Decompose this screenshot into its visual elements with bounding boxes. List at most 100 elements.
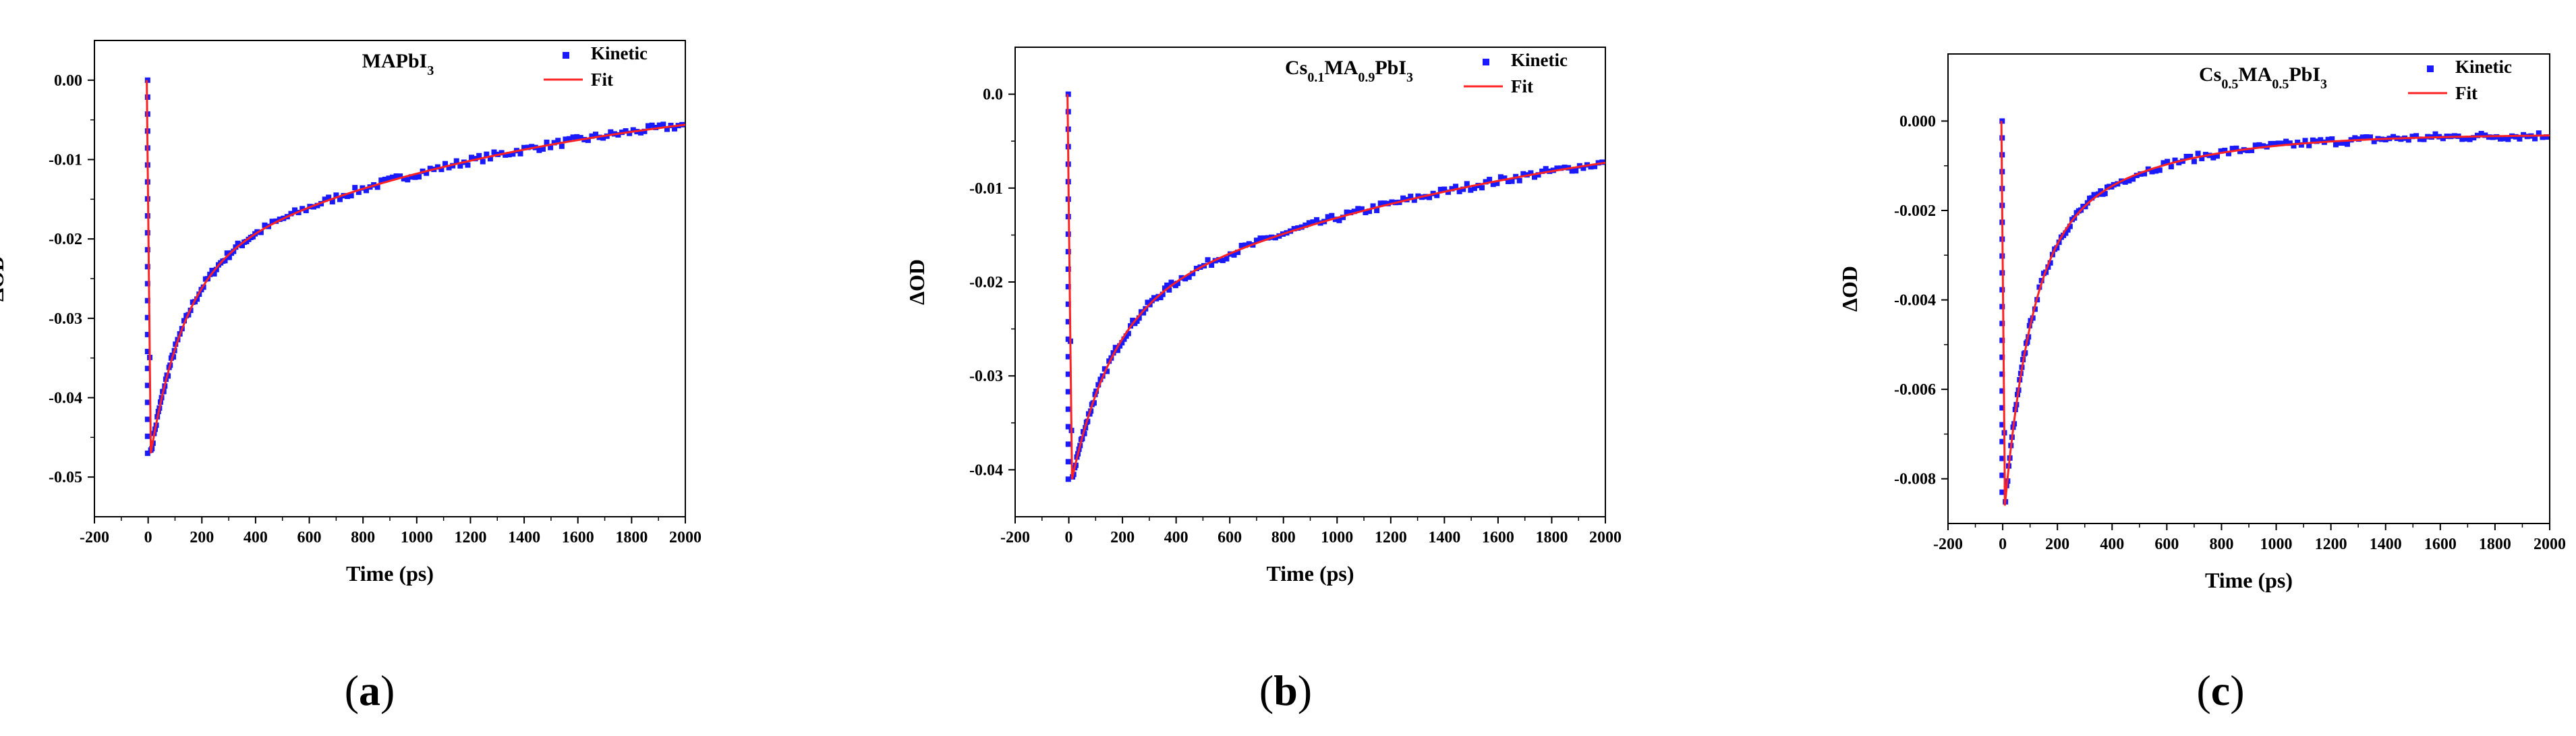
kinetic-point <box>2405 137 2411 143</box>
kinetic-point <box>615 132 621 138</box>
kinetic-point <box>503 152 509 158</box>
legend-fit-label: Fit <box>2455 83 2478 103</box>
y-axis-label: ΔOD <box>1837 266 1862 312</box>
kinetic-point <box>1065 371 1071 377</box>
y-tick-label: -0.04 <box>969 461 1003 479</box>
kinetic-point <box>2229 146 2235 152</box>
kinetic-point <box>2337 140 2343 146</box>
kinetic-point <box>491 149 497 155</box>
x-tick-label: 200 <box>1110 529 1135 546</box>
kinetic-point <box>600 135 606 141</box>
y-tick-label: -0.02 <box>49 231 82 248</box>
kinetic-point <box>355 189 362 195</box>
kinetic-point <box>577 135 583 141</box>
kinetic-point <box>258 229 264 235</box>
kinetic-point <box>1449 186 1455 192</box>
kinetic-point <box>181 318 187 324</box>
kinetic-point <box>1415 193 1421 199</box>
kinetic-point <box>1112 345 1118 351</box>
kinetic-point <box>1355 206 1361 212</box>
kinetic-point <box>1483 179 1489 185</box>
caption-letter: b <box>1273 667 1298 714</box>
kinetic-point <box>1999 388 2005 394</box>
title-text: Cs <box>2199 63 2221 86</box>
kinetic-point <box>1400 195 1406 201</box>
kinetic-point <box>211 271 217 277</box>
kinetic-point <box>1257 235 1263 242</box>
kinetic-point <box>2187 153 2194 159</box>
kinetic-point <box>2540 134 2546 140</box>
kinetic-point <box>213 266 219 273</box>
legend-fit-label: Fit <box>1511 76 1533 96</box>
kinetic-point <box>2067 223 2073 229</box>
kinetic-point <box>412 174 418 180</box>
kinetic-point <box>442 161 449 167</box>
kinetic-point <box>424 170 430 176</box>
x-tick-label: 1200 <box>1375 529 1407 546</box>
kinetic-point <box>2134 173 2140 179</box>
kinetic-point <box>1557 165 1564 171</box>
kinetic-point <box>2202 152 2208 158</box>
kinetic-point <box>1411 197 1417 203</box>
caption-close-paren: ) <box>1298 667 1312 714</box>
kinetic-point <box>1408 194 1414 200</box>
kinetic-point <box>2478 131 2484 137</box>
panel-caption: (a) <box>345 667 395 714</box>
kinetic-point <box>649 122 655 128</box>
title-text: MAPbI <box>362 50 428 72</box>
y-tick-label: -0.01 <box>49 152 82 169</box>
title-subscript: 0.9 <box>1358 70 1375 85</box>
kinetic-point <box>2505 136 2511 142</box>
kinetic-point <box>1437 186 1443 192</box>
kinetic-point <box>2344 141 2350 147</box>
caption-open-paren: ( <box>1259 667 1273 714</box>
kinetic-point <box>566 136 572 142</box>
kinetic-point <box>314 202 320 208</box>
x-tick-label: 1800 <box>615 529 648 546</box>
kinetic-point <box>1445 189 1451 195</box>
kinetic-point <box>144 331 150 337</box>
x-tick-label: 1000 <box>1321 529 1353 546</box>
kinetic-point <box>337 196 343 202</box>
kinetic-point <box>2298 142 2304 148</box>
kinetic-point <box>1381 200 1387 206</box>
kinetic-point <box>144 281 150 287</box>
kinetic-point <box>2272 140 2278 146</box>
kinetic-point <box>1506 179 1512 185</box>
kinetic-point <box>2352 135 2358 141</box>
kinetic-point <box>303 208 309 214</box>
kinetic-point <box>2156 167 2163 173</box>
legend-kinetic-marker <box>1483 59 1489 65</box>
plot-area <box>144 77 685 456</box>
kinetic-point <box>348 193 354 199</box>
kinetic-point <box>144 383 150 389</box>
kinetic-point <box>2165 159 2171 165</box>
kinetic-point <box>2063 230 2069 236</box>
y-tick-label: 0.00 <box>54 72 82 90</box>
chart-panel-a: -200 0 200 400 600 800 1000 1200 1400 1600 1800 200… <box>0 40 702 586</box>
y-tick-label: -0.008 <box>1894 471 1936 488</box>
x-tick-label: 400 <box>244 529 268 546</box>
kinetic-point <box>668 122 674 128</box>
kinetic-point <box>2359 134 2366 140</box>
caption-open-paren: ( <box>2196 667 2210 714</box>
kinetic-point <box>608 129 614 135</box>
kinetic-point <box>2532 136 2538 142</box>
kinetic-point <box>2432 131 2438 137</box>
kinetic-point <box>672 125 678 132</box>
kinetic-point <box>329 199 335 205</box>
kinetic-point <box>1065 249 1071 255</box>
kinetic-point <box>2153 168 2159 174</box>
kinetic-point <box>374 184 380 190</box>
kinetic-point <box>2098 188 2104 194</box>
kinetic-point <box>2371 138 2377 144</box>
kinetic-point <box>2498 136 2504 142</box>
kinetic-point <box>1314 217 1320 223</box>
kinetic-point <box>222 258 228 264</box>
kinetic-point <box>144 433 150 439</box>
kinetic-point <box>262 222 268 228</box>
kinetic-point <box>2142 171 2148 177</box>
x-tick-label: 800 <box>2209 536 2233 553</box>
kinetic-point <box>1160 291 1166 298</box>
kinetic-point <box>144 399 150 405</box>
